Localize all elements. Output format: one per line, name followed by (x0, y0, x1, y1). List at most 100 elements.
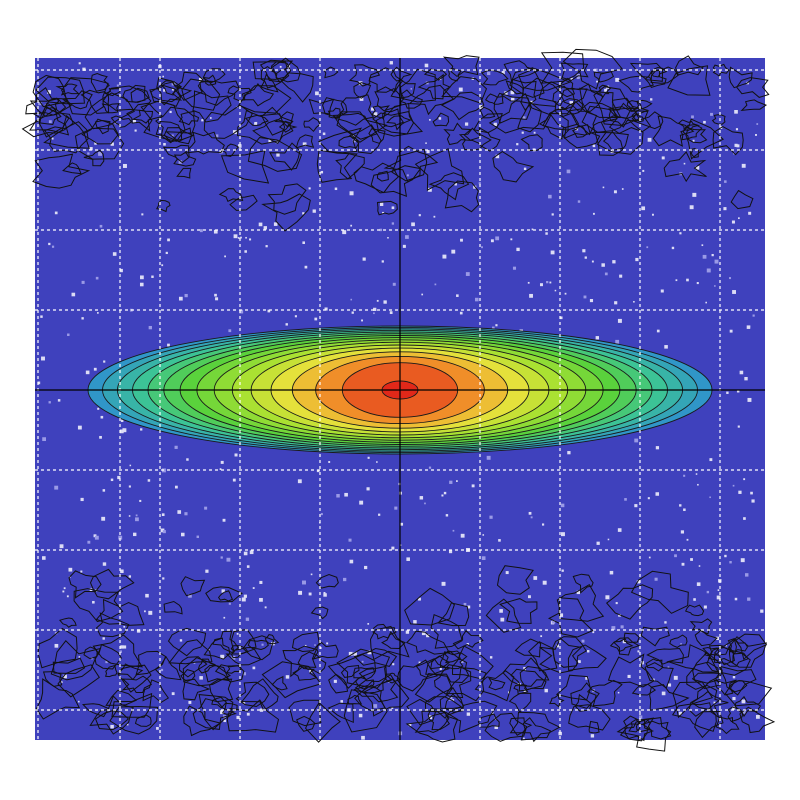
speckle-dot (389, 311, 393, 314)
speckle-dot (304, 644, 307, 647)
noise-contour (586, 679, 623, 707)
speckle-dot (528, 511, 532, 515)
noise-contour (295, 134, 315, 149)
noise-contour (713, 679, 737, 696)
speckle-dot (612, 260, 616, 264)
speckle-dot (495, 154, 500, 159)
speckle-dot (464, 122, 469, 126)
speckle-dot (245, 617, 250, 621)
speckle-dot (683, 474, 686, 477)
speckle-dot (264, 606, 267, 609)
speckle-dot (604, 272, 608, 276)
speckle-dot (95, 276, 99, 280)
speckle-dot (679, 232, 682, 235)
speckle-dot (531, 228, 534, 231)
speckle-dot (276, 153, 280, 157)
speckle-dot (221, 589, 225, 593)
noise-contour (89, 695, 134, 735)
noise-contour (390, 66, 413, 82)
speckle-dot (204, 506, 208, 510)
noise-contour (230, 628, 257, 652)
noise-contour (694, 629, 718, 647)
speckle-dot (392, 282, 396, 286)
speckle-dot (54, 631, 58, 635)
speckle-dot (725, 644, 728, 647)
noise-contour (547, 597, 594, 638)
noise-contour (689, 618, 713, 635)
speckle-dot (364, 565, 368, 570)
speckle-dot (448, 549, 453, 554)
speckle-dot (161, 513, 165, 517)
noise-contour (122, 84, 146, 103)
noise-contour (736, 77, 770, 98)
speckle-dot (118, 535, 123, 540)
speckle-dot (82, 67, 86, 71)
speckle-dot (167, 238, 170, 242)
noise-contour (32, 74, 68, 108)
noise-contour (237, 109, 286, 145)
noise-contour (32, 153, 91, 189)
speckle-dot (560, 532, 565, 537)
speckle-dot (42, 437, 47, 442)
speckle-dot (215, 297, 219, 301)
speckle-dot (674, 554, 677, 558)
speckle-dot (528, 595, 531, 599)
speckle-dot (481, 246, 483, 249)
speckle-dot (160, 668, 164, 672)
speckle-dot (463, 602, 467, 606)
noise-contour (386, 115, 412, 131)
speckle-dot (402, 244, 406, 248)
speckle-dot (656, 329, 660, 333)
noise-contour (315, 573, 339, 589)
noise-contour (488, 677, 506, 691)
speckle-dot (314, 317, 318, 321)
speckle-dot (373, 307, 377, 311)
noise-contour (62, 90, 93, 110)
noise-contour (205, 586, 243, 603)
speckle-dot (693, 598, 696, 601)
noise-contour (25, 87, 72, 116)
noise-contour (558, 77, 576, 98)
speckle-dot (245, 236, 247, 239)
speckle-dot (576, 75, 580, 80)
noise-contour (396, 659, 439, 692)
noise-contour (508, 692, 532, 713)
noise-contour (691, 672, 722, 690)
speckle-dot (80, 570, 83, 573)
speckle-dot (57, 399, 61, 402)
speckle-dot (302, 580, 306, 585)
speckle-dot (651, 213, 654, 216)
noise-contour (43, 121, 89, 154)
noise-contour (538, 81, 588, 111)
noise-contour (57, 664, 100, 698)
speckle-dot (178, 160, 183, 164)
speckle-dot (709, 458, 713, 462)
noise-contour (724, 679, 773, 707)
speckle-dot (540, 635, 543, 638)
speckle-dot (655, 492, 660, 496)
speckle-dot (738, 490, 742, 494)
speckle-dot (523, 167, 527, 171)
speckle-dot (383, 300, 387, 304)
speckle-dot (48, 120, 52, 124)
speckle-dot (209, 117, 212, 119)
noise-contour (650, 66, 679, 84)
speckle-dot (353, 652, 357, 656)
noise-contour (667, 65, 711, 96)
noise-contour (81, 118, 119, 145)
noise-contour (334, 94, 375, 126)
speckle-dot (686, 538, 689, 541)
speckle-dot (481, 556, 486, 560)
noise-contour (685, 118, 724, 160)
speckle-dot (424, 502, 426, 505)
speckle-dot (459, 311, 463, 315)
speckle-dot (541, 523, 545, 526)
speckle-dot (391, 222, 395, 225)
noise-contour (552, 85, 575, 111)
speckle-dot (731, 220, 735, 224)
noise-contour (519, 665, 547, 691)
speckle-dot (273, 222, 278, 226)
speckle-dot (275, 140, 279, 144)
speckle-dot (636, 580, 641, 584)
speckle-dot (205, 569, 209, 573)
